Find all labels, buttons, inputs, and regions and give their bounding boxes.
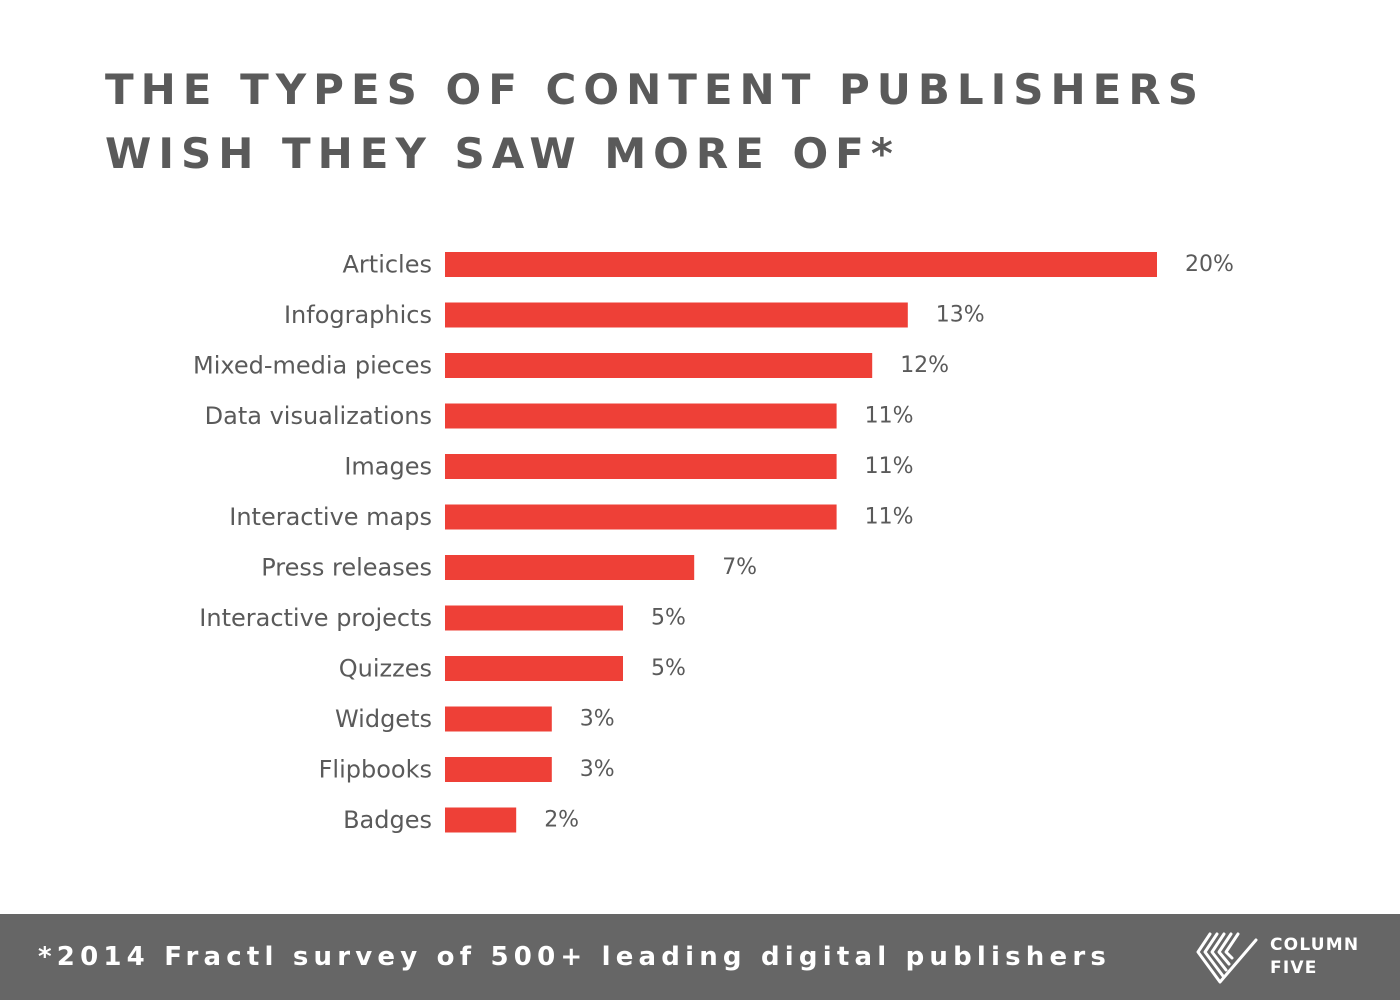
bar [445,403,837,429]
logo-text-line-2: FIVE [1270,958,1318,978]
footnote: *2014 Fractl survey of 500+ leading digi… [38,942,1112,972]
value-label: 11% [865,404,914,429]
value-label: 7% [722,555,757,580]
footer-bar: *2014 Fractl survey of 500+ leading digi… [0,914,1400,1000]
bar [445,555,695,580]
value-label: 5% [651,606,686,631]
chart-title-line-1: THE TYPES OF CONTENT PUBLISHERS [105,65,1205,114]
category-label: Badges [343,806,432,834]
value-label: 13% [936,303,985,328]
value-label: 5% [651,656,686,681]
category-label: Articles [343,251,433,279]
bar-chart: Articles 20% Infographics 13% Mixed-media pi… [193,251,1234,835]
category-label: Flipbooks [319,756,432,784]
category-label: Interactive projects [199,604,432,632]
bar [445,807,517,833]
value-label: 2% [544,808,579,833]
category-label: Interactive maps [229,503,432,531]
value-label: 3% [580,707,615,732]
bar [445,302,908,328]
bar [445,706,552,732]
bar [445,454,837,479]
value-label: 3% [580,757,615,782]
category-label: Quizzes [339,655,432,683]
bar [445,353,873,378]
logo-wordmark: COLUMN FIVE [1270,934,1359,980]
bar [445,504,837,530]
value-label: 11% [865,505,914,530]
category-label: Images [344,453,432,481]
category-label: Data visualizations [205,402,432,430]
value-label: 11% [865,454,914,479]
category-label: Mixed-media pieces [193,352,432,380]
category-label: Infographics [284,301,432,329]
column-five-logo: COLUMN FIVE [1196,928,1386,988]
bar [445,252,1157,277]
column-five-chevron-icon [1196,932,1258,984]
category-label: Press releases [261,554,432,582]
bar [445,656,623,681]
category-label: Widgets [335,705,432,733]
logo-text-line-1: COLUMN [1270,935,1360,955]
bar [445,605,623,631]
bar [445,757,552,782]
chart-title-line-2: WISH THEY SAW MORE OF* [105,129,900,178]
value-label: 20% [1185,252,1234,277]
value-label: 12% [900,353,949,378]
chart-title: THE TYPES OF CONTENT PUBLISHERS WISH THE… [105,58,1205,186]
